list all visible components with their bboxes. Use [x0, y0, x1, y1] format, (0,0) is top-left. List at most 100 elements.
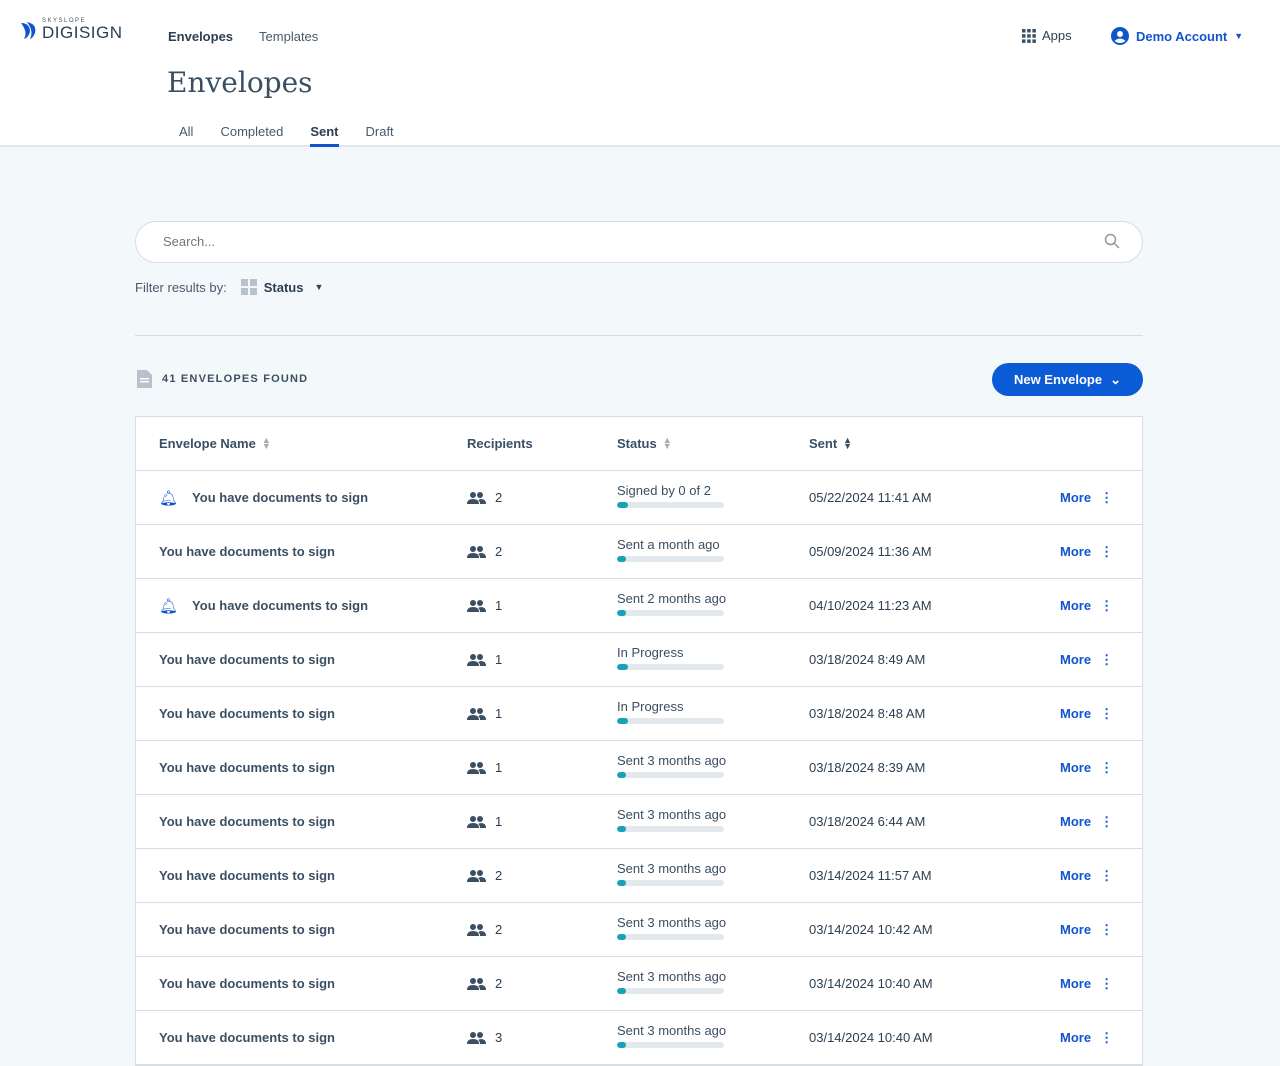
- tab-completed[interactable]: Completed: [220, 124, 284, 139]
- column-header-status[interactable]: Status ▲ ▼: [617, 417, 672, 470]
- status-cell: Sent a month ago: [617, 525, 724, 578]
- search-icon[interactable]: [1104, 233, 1120, 249]
- more-button[interactable]: More ⋮: [1060, 1011, 1113, 1064]
- people-icon: [467, 707, 486, 720]
- tab-sent[interactable]: Sent: [310, 124, 339, 147]
- people-icon: [467, 923, 486, 936]
- recipients-cell: 1: [467, 633, 502, 686]
- people-icon: [467, 599, 486, 612]
- table-row[interactable]: You have documents to sign 1 Sent 3 mont…: [136, 741, 1142, 795]
- logo-text: DIGISIGN: [42, 23, 123, 42]
- more-label: More: [1060, 706, 1092, 721]
- envelope-name-cell: 🔔︎ You have documents to sign: [159, 579, 368, 632]
- envelope-name-cell: 🔔︎ You have documents to sign: [159, 471, 368, 524]
- more-button[interactable]: More ⋮: [1060, 687, 1113, 740]
- search-bar: [135, 221, 1143, 263]
- table-row[interactable]: You have documents to sign 3 Sent 3 mont…: [136, 1011, 1142, 1065]
- account-label: Demo Account: [1136, 28, 1228, 44]
- status-progress-bar: [617, 664, 724, 670]
- column-header-name[interactable]: Envelope Name ▲ ▼: [159, 417, 271, 470]
- more-label: More: [1060, 544, 1092, 559]
- recipient-count: 2: [495, 544, 503, 559]
- people-icon: [467, 815, 486, 828]
- envelope-name[interactable]: You have documents to sign: [159, 760, 336, 775]
- filter-label: Filter results by:: [135, 279, 227, 295]
- table-row[interactable]: 🔔︎ You have documents to sign 1 Sent 2 mo…: [136, 579, 1142, 633]
- progress-fill: [617, 610, 626, 616]
- envelope-name[interactable]: You have documents to sign: [159, 652, 336, 667]
- document-icon: [137, 370, 152, 388]
- header-name-label: Envelope Name: [159, 436, 256, 451]
- status-cell: Sent 3 months ago: [617, 849, 726, 902]
- envelope-name-cell: You have documents to sign: [159, 687, 335, 740]
- status-text: Sent 2 months ago: [617, 591, 727, 606]
- account-menu[interactable]: Demo Account ▼: [1111, 27, 1243, 45]
- status-text: Sent 3 months ago: [617, 753, 727, 768]
- envelope-name[interactable]: You have documents to sign: [192, 490, 369, 505]
- new-envelope-label: New Envelope: [1013, 372, 1103, 387]
- sent-date: 03/18/2024 8:48 AM: [809, 706, 926, 721]
- status-cell: Sent 2 months ago: [617, 579, 726, 632]
- kebab-menu-icon: ⋮: [1100, 813, 1114, 829]
- status-progress-bar: [617, 826, 724, 832]
- table-header: Envelope Name ▲ ▼ Recipients Status ▲ ▼ Sent…: [136, 417, 1142, 471]
- status-cell: Sent 3 months ago: [617, 1011, 726, 1064]
- table-row[interactable]: You have documents to sign 2 Sent 3 mont…: [136, 957, 1142, 1011]
- envelope-name[interactable]: You have documents to sign: [159, 814, 336, 829]
- bell-alert-icon: 🔔︎: [159, 597, 179, 615]
- results-count-label: 41 ENVELOPES FOUND: [162, 373, 309, 385]
- more-button[interactable]: More ⋮: [1060, 741, 1113, 794]
- status-text: Sent 3 months ago: [617, 1023, 727, 1038]
- status-progress-bar: [617, 556, 724, 562]
- tab-all[interactable]: All: [179, 124, 194, 139]
- status-text: Sent 3 months ago: [617, 969, 727, 984]
- kebab-menu-icon: ⋮: [1100, 1029, 1114, 1045]
- table-row[interactable]: You have documents to sign 2 Sent 3 mont…: [136, 903, 1142, 957]
- recipient-count: 2: [495, 976, 503, 991]
- more-button[interactable]: More ⋮: [1060, 579, 1113, 632]
- more-button[interactable]: More ⋮: [1060, 633, 1113, 686]
- table-row[interactable]: You have documents to sign 1 In Progress…: [136, 633, 1142, 687]
- filter-bar: Filter results by: Status ▼: [135, 279, 323, 295]
- envelope-name[interactable]: You have documents to sign: [159, 1030, 336, 1045]
- more-button[interactable]: More ⋮: [1060, 525, 1113, 578]
- sort-icon: ▲ ▼: [261, 435, 271, 451]
- envelope-name[interactable]: You have documents to sign: [159, 868, 336, 883]
- envelope-name[interactable]: You have documents to sign: [159, 976, 336, 991]
- status-progress-bar: [617, 772, 724, 778]
- more-button[interactable]: More ⋮: [1060, 957, 1113, 1010]
- envelope-name-cell: You have documents to sign: [159, 849, 335, 902]
- nav-templates[interactable]: Templates: [259, 29, 319, 44]
- envelope-name[interactable]: You have documents to sign: [159, 544, 336, 559]
- status-cell: Signed by 0 of 2: [617, 471, 724, 524]
- envelope-name[interactable]: You have documents to sign: [159, 706, 336, 721]
- chevron-down-icon: ⌄: [1110, 371, 1122, 387]
- new-envelope-button[interactable]: New Envelope ⌄: [992, 363, 1143, 396]
- more-button[interactable]: More ⋮: [1060, 903, 1113, 956]
- table-row[interactable]: You have documents to sign 1 Sent 3 mont…: [136, 795, 1142, 849]
- table-row[interactable]: You have documents to sign 1 In Progress…: [136, 687, 1142, 741]
- more-button[interactable]: More ⋮: [1060, 795, 1113, 848]
- column-header-sent[interactable]: Sent ▲ ▼: [809, 417, 852, 470]
- table-row[interactable]: 🔔︎ You have documents to sign 2 Signed by…: [136, 471, 1142, 525]
- tab-draft[interactable]: Draft: [365, 124, 394, 139]
- search-input[interactable]: [163, 234, 1063, 249]
- logo[interactable]: SKYSLOPE DIGISIGN: [20, 18, 123, 41]
- more-button[interactable]: More ⋮: [1060, 849, 1113, 902]
- apps-button[interactable]: Apps: [1022, 28, 1072, 43]
- table-row[interactable]: You have documents to sign 2 Sent a mont…: [136, 525, 1142, 579]
- envelope-name[interactable]: You have documents to sign: [192, 598, 369, 613]
- more-label: More: [1060, 868, 1092, 883]
- nav-envelopes[interactable]: Envelopes: [168, 29, 234, 44]
- more-button[interactable]: More ⋮: [1060, 471, 1113, 524]
- status-cell: Sent 3 months ago: [617, 903, 726, 956]
- envelope-name[interactable]: You have documents to sign: [159, 922, 336, 937]
- header: SKYSLOPE DIGISIGN Envelopes Templates App…: [0, 0, 1280, 147]
- more-label: More: [1060, 652, 1092, 667]
- progress-fill: [617, 1042, 626, 1048]
- more-label: More: [1060, 814, 1092, 829]
- table-row[interactable]: You have documents to sign 2 Sent 3 mont…: [136, 849, 1142, 903]
- status-filter-dropdown[interactable]: Status ▼: [240, 279, 323, 295]
- recipients-cell: 3: [467, 1011, 502, 1064]
- status-cell: Sent 3 months ago: [617, 795, 726, 848]
